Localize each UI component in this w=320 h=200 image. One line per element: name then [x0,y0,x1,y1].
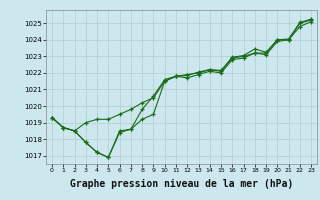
X-axis label: Graphe pression niveau de la mer (hPa): Graphe pression niveau de la mer (hPa) [70,179,293,189]
